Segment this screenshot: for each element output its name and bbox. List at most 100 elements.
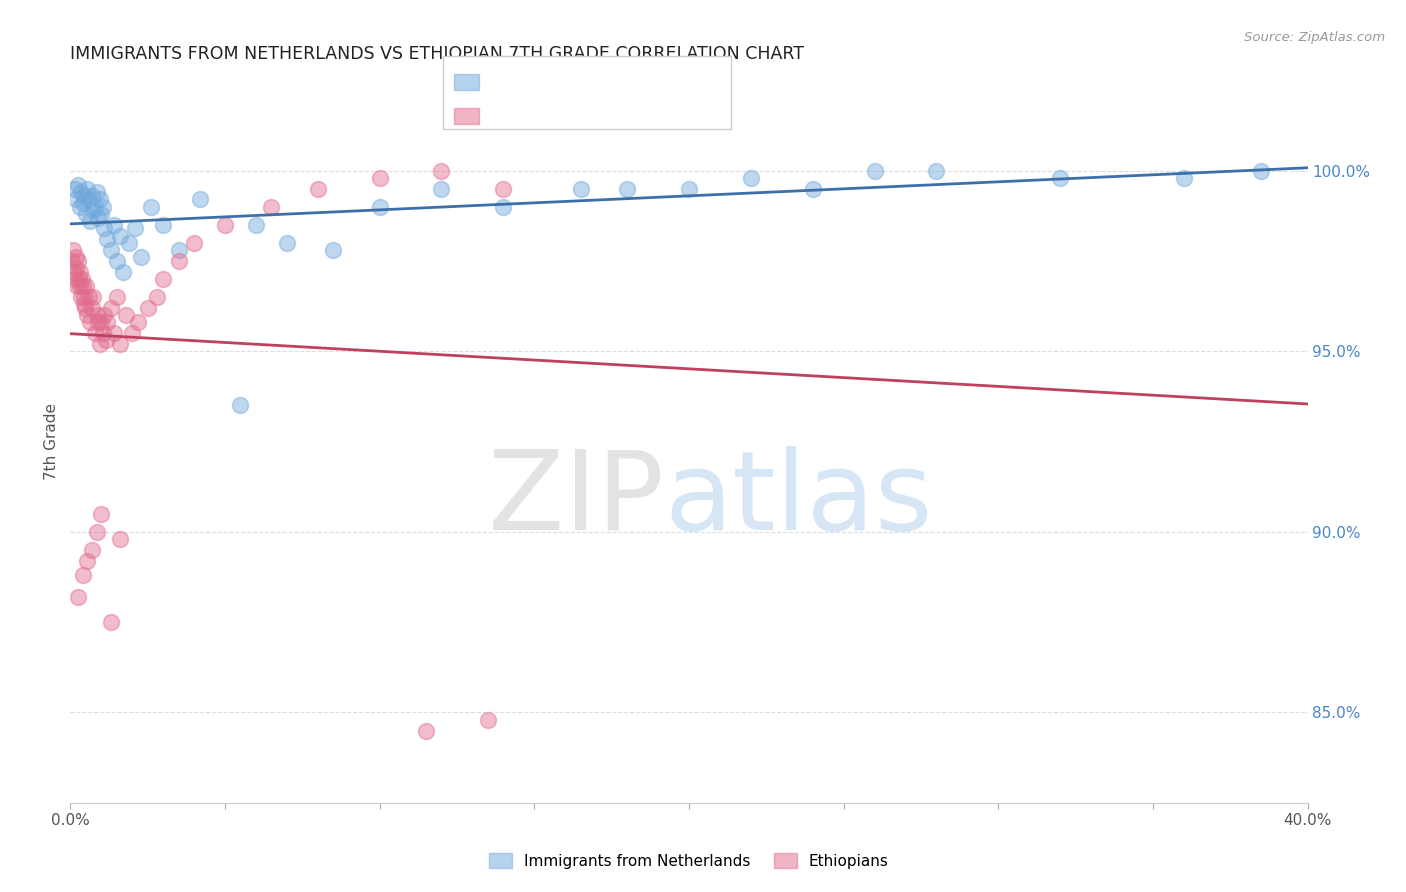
Point xyxy=(76,182,98,196)
Text: ZIP: ZIP xyxy=(488,446,664,553)
Point xyxy=(616,182,638,196)
Point xyxy=(1250,163,1272,178)
Point xyxy=(229,399,252,413)
Point xyxy=(96,315,118,329)
Point xyxy=(108,337,131,351)
Point xyxy=(100,243,122,257)
Point xyxy=(90,207,112,221)
Point xyxy=(67,272,90,286)
Point xyxy=(100,301,122,315)
Point xyxy=(67,254,90,268)
Point xyxy=(430,163,453,178)
Point xyxy=(276,235,298,250)
Text: Source: ZipAtlas.com: Source: ZipAtlas.com xyxy=(1244,31,1385,45)
Point xyxy=(70,272,93,286)
Point xyxy=(72,196,94,211)
Point xyxy=(89,337,111,351)
Point xyxy=(492,200,515,214)
Point xyxy=(307,182,329,196)
Point xyxy=(1173,170,1195,185)
Point xyxy=(430,182,453,196)
Point xyxy=(87,211,110,225)
Point xyxy=(90,507,112,521)
Point xyxy=(100,615,122,630)
Point xyxy=(167,254,190,268)
Point xyxy=(73,189,96,203)
Point xyxy=(65,261,87,276)
Point xyxy=(1049,170,1071,185)
Point xyxy=(93,221,115,235)
Point xyxy=(69,200,91,214)
Y-axis label: 7th Grade: 7th Grade xyxy=(44,403,59,480)
Point xyxy=(146,290,169,304)
Point xyxy=(91,200,114,214)
Point xyxy=(82,290,105,304)
Point xyxy=(801,182,824,196)
Point xyxy=(73,290,96,304)
Point xyxy=(111,265,134,279)
Point xyxy=(75,279,97,293)
Point xyxy=(127,315,149,329)
Point xyxy=(368,170,391,185)
Point xyxy=(96,232,118,246)
Point xyxy=(188,193,211,207)
Point xyxy=(72,279,94,293)
Point xyxy=(103,326,125,341)
Text: IMMIGRANTS FROM NETHERLANDS VS ETHIOPIAN 7TH GRADE CORRELATION CHART: IMMIGRANTS FROM NETHERLANDS VS ETHIOPIAN… xyxy=(70,45,804,63)
Point xyxy=(65,250,87,264)
Point xyxy=(86,186,108,200)
Point xyxy=(62,243,84,257)
Text: R =  0.238   N = 60: R = 0.238 N = 60 xyxy=(488,109,637,124)
Point xyxy=(139,200,162,214)
Point xyxy=(70,290,93,304)
Point xyxy=(94,334,117,348)
Text: atlas: atlas xyxy=(664,446,932,553)
Point xyxy=(131,250,153,264)
Legend: Immigrants from Netherlands, Ethiopians: Immigrants from Netherlands, Ethiopians xyxy=(484,847,894,875)
Point xyxy=(63,272,86,286)
Point xyxy=(214,218,236,232)
Point xyxy=(63,265,86,279)
Point xyxy=(136,301,159,315)
Point xyxy=(69,279,91,293)
Point xyxy=(66,279,89,293)
Point xyxy=(87,315,110,329)
Point xyxy=(67,178,90,192)
Point xyxy=(115,308,138,322)
Point xyxy=(79,214,101,228)
Point xyxy=(183,235,205,250)
Point xyxy=(167,243,190,257)
Point xyxy=(152,218,174,232)
Point xyxy=(80,543,103,558)
Point xyxy=(72,568,94,582)
Point xyxy=(925,163,948,178)
Point xyxy=(322,243,344,257)
Point xyxy=(84,200,107,214)
Point xyxy=(569,182,592,196)
Point xyxy=(108,228,131,243)
Point xyxy=(75,207,97,221)
Point xyxy=(245,218,267,232)
Point xyxy=(477,713,499,727)
Point xyxy=(368,200,391,214)
Point xyxy=(260,200,283,214)
Point xyxy=(121,326,143,341)
Point xyxy=(93,308,115,322)
Point xyxy=(65,193,87,207)
Point xyxy=(103,218,125,232)
Point xyxy=(79,315,101,329)
Point xyxy=(75,301,97,315)
Point xyxy=(124,221,146,235)
Point xyxy=(80,189,103,203)
Point xyxy=(77,193,100,207)
Point xyxy=(80,301,103,315)
Point xyxy=(82,203,105,218)
Point xyxy=(415,723,437,738)
Point xyxy=(118,235,141,250)
Point xyxy=(89,193,111,207)
Point xyxy=(84,326,107,341)
Point xyxy=(90,315,112,329)
Point xyxy=(72,297,94,311)
Point xyxy=(86,308,108,322)
Point xyxy=(76,554,98,568)
